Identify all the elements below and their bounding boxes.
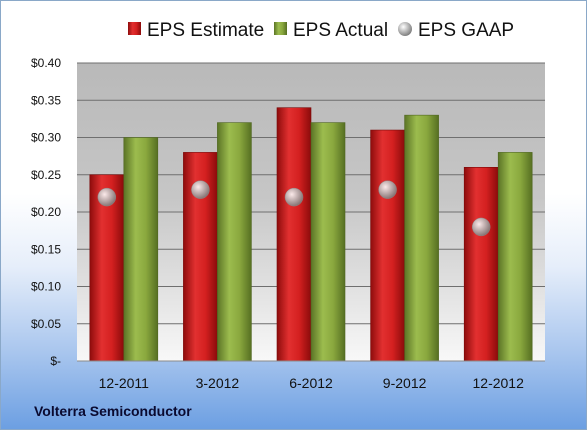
bar-eps-actual [497, 152, 533, 362]
y-tick-label: $0.25 [31, 168, 61, 182]
legend-label-actual: EPS Actual [293, 20, 388, 41]
legend-label-gaap: EPS GAAP [418, 20, 514, 41]
marker-eps-gaap [284, 187, 304, 207]
y-axis-ticks: $0.40 $0.35 $0.30 $0.25 $0.20 $0.15 $0.10 $0.05… [31, 56, 61, 368]
bar-eps-actual [310, 122, 346, 362]
bar-eps-estimate [276, 107, 312, 362]
x-tick-label: 12-2011 [99, 375, 150, 391]
marker-eps-gaap [97, 187, 117, 207]
company-name: Volterra Semiconductor [34, 403, 192, 419]
marker-eps-gaap [471, 217, 491, 237]
bar-eps-estimate [370, 129, 405, 362]
bar-eps-actual [404, 114, 439, 362]
legend-item-actual: EPS Actual [274, 20, 388, 41]
y-tick-label: $0.20 [31, 205, 61, 219]
legend-item-gaap: EPS GAAP [398, 20, 514, 41]
legend-item-estimate: EPS Estimate [128, 20, 264, 41]
legend-swatch-estimate [128, 22, 141, 35]
legend-label-estimate: EPS Estimate [147, 20, 264, 41]
bar-eps-estimate [463, 167, 499, 362]
legend-marker-gaap [398, 22, 412, 36]
y-tick-label: $0.40 [31, 56, 61, 70]
x-tick-label: 6-2012 [289, 375, 333, 391]
y-tick-label: $0.05 [31, 317, 61, 331]
x-tick-label: 12-2012 [473, 375, 525, 391]
gaap-markers [97, 180, 491, 237]
bar-eps-actual [217, 122, 252, 362]
bar-eps-actual [123, 137, 159, 362]
x-tick-label: 3-2012 [196, 375, 240, 391]
marker-eps-gaap [378, 180, 397, 199]
x-axis-ticks: 12-2011 3-2012 6-2012 9-2012 12-2012 [99, 375, 524, 391]
legend: EPS Estimate EPS Actual EPS GAAP [128, 20, 514, 41]
y-tick-label: $- [50, 354, 61, 368]
x-tick-label: 9-2012 [383, 375, 427, 391]
bars [89, 107, 533, 362]
y-tick-label: $0.15 [31, 242, 61, 256]
y-tick-label: $0.35 [31, 93, 61, 107]
marker-eps-gaap [191, 180, 210, 199]
legend-swatch-actual [274, 22, 287, 35]
y-tick-label: $0.30 [31, 131, 61, 145]
y-tick-label: $0.10 [31, 280, 61, 294]
